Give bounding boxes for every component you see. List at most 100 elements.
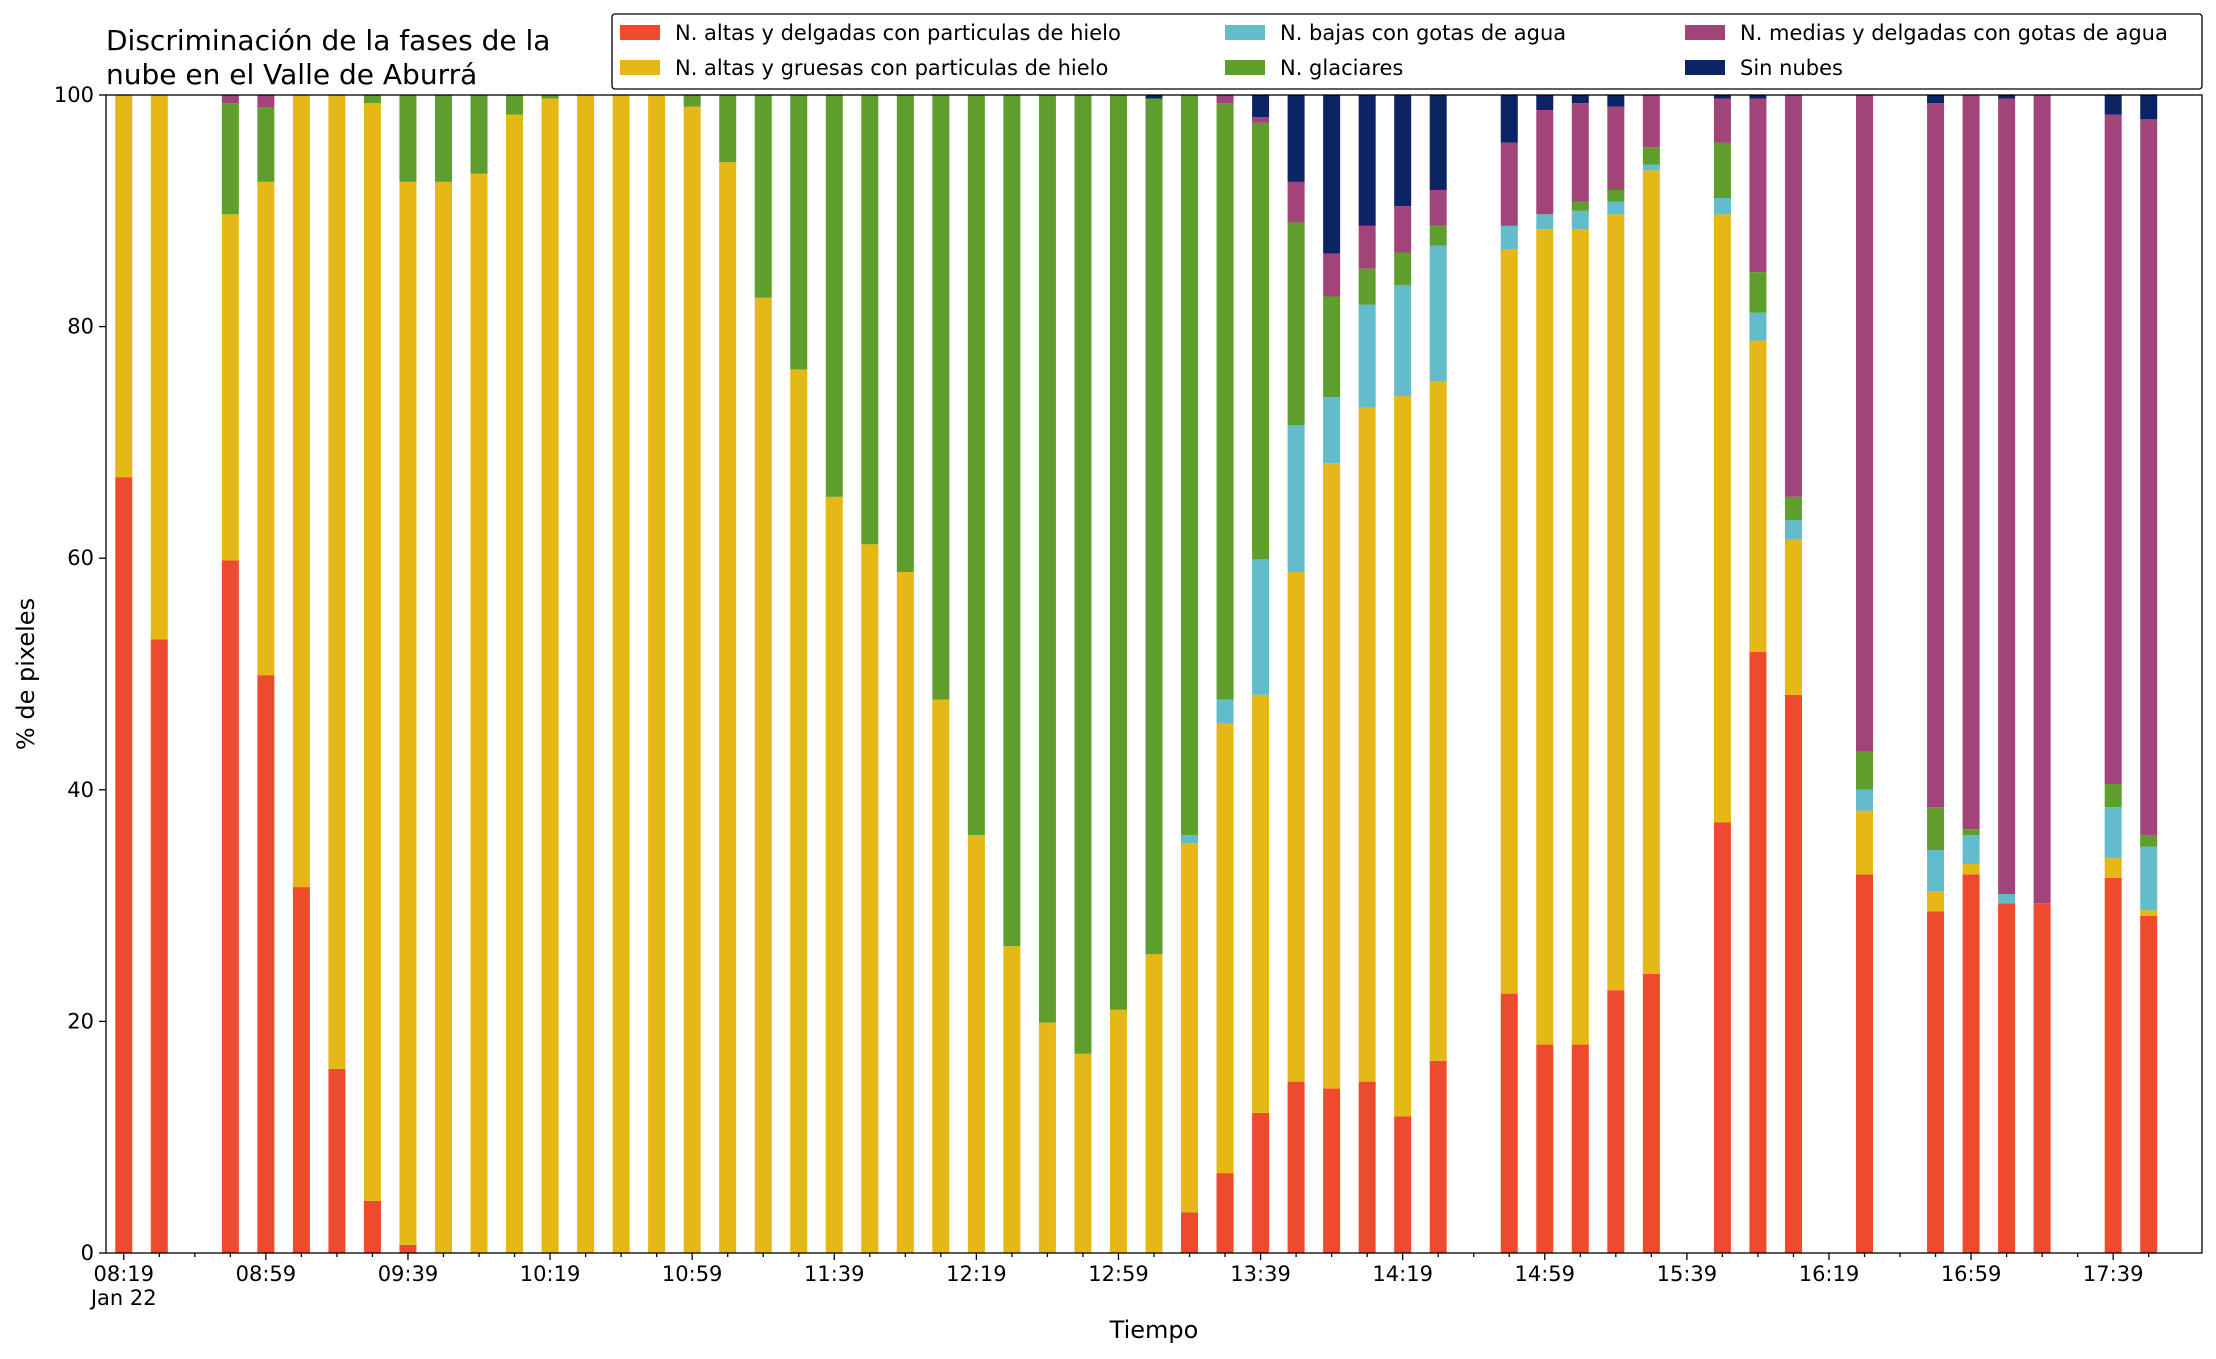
bar-segment bbox=[1500, 142, 1518, 226]
bar-segment bbox=[719, 162, 737, 1253]
bar-segment bbox=[115, 95, 133, 478]
x-tick-label: 10:19 bbox=[520, 1262, 581, 1286]
bar-segment bbox=[1358, 407, 1376, 1082]
bar-segment bbox=[1216, 95, 1234, 104]
bar-segment bbox=[1607, 214, 1625, 991]
bar-segment bbox=[1252, 694, 1270, 1113]
x-axis-label: Tiempo bbox=[1109, 1316, 1199, 1344]
bar-segment bbox=[932, 95, 950, 700]
bar-segment bbox=[1962, 95, 1980, 830]
bar-segment bbox=[1998, 95, 2016, 99]
bar-segment bbox=[221, 95, 239, 104]
bar-segment bbox=[2104, 807, 2122, 859]
bar-segment bbox=[150, 639, 168, 1253]
bar-segment bbox=[1109, 95, 1127, 1010]
bar-segment bbox=[363, 95, 381, 104]
bar-segment bbox=[115, 477, 133, 1253]
bar-segment bbox=[1962, 834, 1980, 864]
bar-segment bbox=[2104, 784, 2122, 808]
bar-segment bbox=[1536, 110, 1554, 215]
y-tick-label: 80 bbox=[67, 315, 94, 339]
bar-segment bbox=[1713, 142, 1731, 199]
bar-segment bbox=[1287, 1081, 1305, 1253]
bar-segment bbox=[257, 675, 275, 1253]
x-date-label: Jan 22 bbox=[89, 1286, 157, 1310]
x-tick-label: 09:39 bbox=[378, 1262, 439, 1286]
bar-segment bbox=[150, 95, 168, 640]
bar-segment bbox=[363, 1200, 381, 1253]
bar-segment bbox=[1003, 946, 1021, 1253]
bar-segment bbox=[1038, 1022, 1056, 1253]
bar-segment bbox=[1713, 822, 1731, 1253]
bar-segment bbox=[1358, 225, 1376, 269]
bar-segment bbox=[292, 887, 310, 1253]
bar-segment bbox=[2140, 910, 2158, 917]
bar-segment bbox=[754, 297, 772, 1253]
bar-segment bbox=[1784, 694, 1802, 1253]
bar-segment bbox=[1571, 95, 1589, 104]
legend-swatch bbox=[620, 60, 660, 75]
bar-segment bbox=[825, 95, 843, 497]
bar-segment bbox=[896, 95, 914, 573]
bar-segment bbox=[1713, 214, 1731, 823]
bar-segment bbox=[1571, 229, 1589, 1045]
bar-segment bbox=[1856, 95, 1874, 752]
bar-segment bbox=[1323, 1088, 1341, 1253]
bar-segment bbox=[1856, 874, 1874, 1253]
bar-segment bbox=[1749, 340, 1767, 652]
bar-segment bbox=[1607, 189, 1625, 202]
bar-segment bbox=[1287, 95, 1305, 182]
bar-segment bbox=[1145, 95, 1163, 99]
bar-segment bbox=[1536, 229, 1554, 1045]
legend: N. altas y delgadas con particulas de hi… bbox=[611, 13, 2203, 90]
bar-segment bbox=[1713, 95, 1731, 99]
y-tick-label: 40 bbox=[67, 778, 94, 802]
bar-segment bbox=[1536, 214, 1554, 230]
bar-segment bbox=[1784, 539, 1802, 695]
legend-label: N. bajas con gotas de agua bbox=[1280, 21, 1566, 45]
bar-segment bbox=[1003, 95, 1021, 947]
bar-segment bbox=[1287, 572, 1305, 1082]
bar-segment bbox=[1962, 863, 1980, 875]
bar-segment bbox=[1927, 911, 1945, 1253]
bar-segment bbox=[328, 1068, 346, 1253]
legend-label: Sin nubes bbox=[1740, 56, 1843, 80]
bar-segment bbox=[1323, 95, 1341, 254]
bar-segment bbox=[1749, 651, 1767, 1253]
x-tick-label: 15:39 bbox=[1657, 1262, 1718, 1286]
bar-segment bbox=[434, 95, 452, 182]
bar-segment bbox=[1642, 973, 1660, 1253]
bar-segment bbox=[1216, 103, 1234, 700]
bar-segment bbox=[1962, 874, 1980, 1253]
bar-segment bbox=[1536, 95, 1554, 111]
bar-segment bbox=[1500, 225, 1518, 250]
legend-swatch bbox=[1685, 25, 1725, 40]
bar-segment bbox=[541, 95, 559, 99]
bar-segment bbox=[1642, 170, 1660, 974]
bar-segment bbox=[1429, 189, 1447, 226]
bar-segment bbox=[221, 103, 239, 215]
bar-segment bbox=[1749, 312, 1767, 341]
bar-segment bbox=[399, 181, 417, 1245]
bar-segment bbox=[541, 98, 559, 1253]
bar-segment bbox=[1927, 891, 1945, 912]
bar-segment bbox=[1216, 1173, 1234, 1253]
bar-segment bbox=[1500, 95, 1518, 143]
bar-segment bbox=[1394, 396, 1412, 1117]
bar-segment bbox=[1287, 425, 1305, 573]
bar-segment bbox=[1571, 201, 1589, 211]
bar-segment bbox=[1571, 1044, 1589, 1253]
chart-title: nube en el Valle de Aburrá bbox=[106, 58, 477, 91]
bar-segment bbox=[1749, 95, 1767, 99]
bar-segment bbox=[1358, 95, 1376, 226]
bar-segment bbox=[1536, 1044, 1554, 1253]
legend-label: N. altas y delgadas con particulas de hi… bbox=[675, 21, 1121, 45]
bar-segment bbox=[1607, 201, 1625, 215]
bar-segment bbox=[896, 572, 914, 1253]
bar-segment bbox=[1856, 789, 1874, 811]
bar-segment bbox=[1181, 834, 1199, 844]
y-tick-label: 0 bbox=[81, 1241, 94, 1265]
bar-segment bbox=[861, 544, 879, 1253]
bar-segment bbox=[363, 103, 381, 1201]
bar-segment bbox=[1713, 198, 1731, 215]
